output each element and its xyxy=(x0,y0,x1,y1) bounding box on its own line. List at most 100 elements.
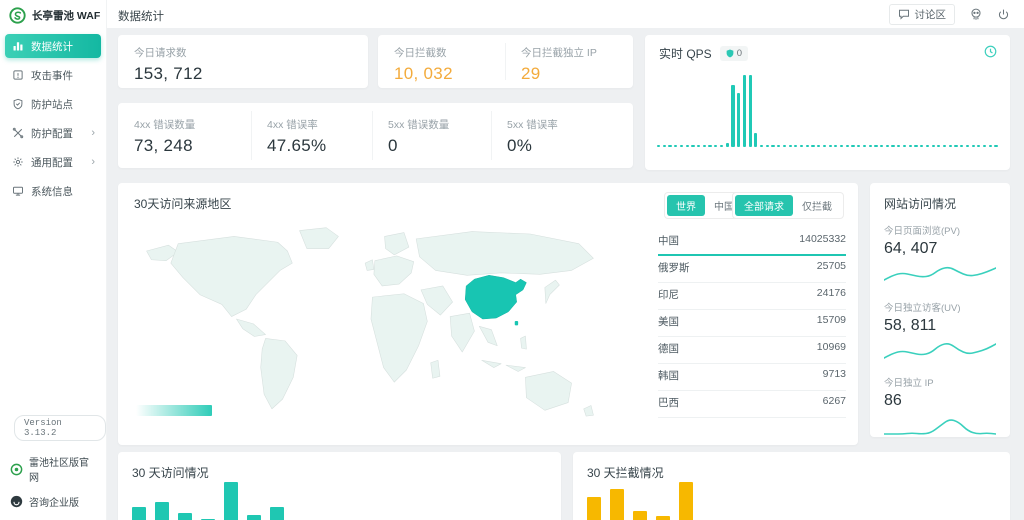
bar xyxy=(155,502,169,520)
metric-value: 64, 407 xyxy=(884,240,938,257)
bar xyxy=(714,144,718,147)
bar xyxy=(937,144,941,147)
bar xyxy=(857,144,861,147)
country-value: 24176 xyxy=(816,287,846,299)
sidebar-item-system-info[interactable]: 系统信息 xyxy=(5,179,101,203)
stat-block-ips-today: 今日拦截独立 IP 29 xyxy=(521,45,597,84)
bar xyxy=(817,144,821,147)
divider xyxy=(505,43,506,80)
bar xyxy=(132,506,146,520)
sidebar-item-protection-config[interactable]: 防护配置 › xyxy=(5,121,101,145)
blocks-30d-card: 30 天拦截情况 xyxy=(573,452,1010,520)
qps-header: 实时 QPS 0 xyxy=(659,45,748,62)
visits-30d-card: 30 天访问情况 xyxy=(118,452,561,520)
error-stats-card: 4xx 错误数量 73, 248 4xx 错误率 47.65% 5xx 错误数量… xyxy=(118,103,633,168)
attack-test-icon[interactable] xyxy=(969,7,983,21)
bar xyxy=(965,144,969,147)
country-name: 俄罗斯 xyxy=(658,262,690,274)
sidebar-item-label: 防护配置 xyxy=(31,127,73,140)
type-blocked-only-button[interactable]: 仅拦截 xyxy=(793,195,841,216)
sidebar-item-attack-events[interactable]: 攻击事件 xyxy=(5,63,101,87)
sidebar-item-label: 防护站点 xyxy=(31,98,73,111)
country-bar xyxy=(658,390,846,391)
chevron-right-icon: › xyxy=(91,126,95,139)
bar xyxy=(828,144,832,147)
sidebar-item-protected-sites[interactable]: 防护站点 xyxy=(5,92,101,116)
bar xyxy=(902,144,907,147)
chevron-right-icon: › xyxy=(91,155,95,168)
bar xyxy=(702,144,706,147)
shield-mini-icon xyxy=(726,49,734,58)
sidebar-item-label: 攻击事件 xyxy=(31,69,73,82)
country-name: 美国 xyxy=(658,316,679,328)
bar xyxy=(719,144,724,147)
bar xyxy=(662,144,666,147)
country-bar xyxy=(658,282,846,283)
sidebar-item-data-stats[interactable]: 数据统计 xyxy=(5,34,101,58)
bar xyxy=(988,144,992,147)
stat-5xx-count: 5xx 错误数量 0 xyxy=(388,117,449,156)
bar xyxy=(725,143,729,147)
stat-value: 0% xyxy=(507,136,533,155)
divider xyxy=(491,111,492,160)
bar xyxy=(782,144,786,147)
bar xyxy=(851,144,855,147)
bar xyxy=(742,75,746,147)
history-clock-icon[interactable] xyxy=(983,44,998,64)
bar-chart-icon xyxy=(12,40,24,52)
forum-button[interactable]: 讨论区 xyxy=(888,3,955,25)
shield-icon xyxy=(12,98,24,110)
bar xyxy=(685,144,689,147)
blocks-30d-chart xyxy=(587,482,693,520)
stat-blocks-today: 今日拦截数 10, 032 xyxy=(394,45,453,84)
topbar: 数据统计 讨论区 xyxy=(0,0,1024,28)
scope-world-button[interactable]: 世界 xyxy=(667,195,705,216)
stat-label: 5xx 错误率 xyxy=(507,119,558,131)
brand: 长亭雷池 WAF xyxy=(0,0,106,24)
requests-today-card: 今日请求数 153, 712 xyxy=(118,35,368,88)
bar xyxy=(942,144,947,147)
sidebar: 长亭雷池 WAF 数据统计 攻击事件 防护站点 xyxy=(0,0,107,520)
country-ranking-list: 中国 14025332 俄罗斯 25705 印尼 24176 美国 15709 德国 10… xyxy=(658,233,846,422)
bar xyxy=(914,144,918,147)
brand-name: 长亭雷池 WAF xyxy=(32,10,101,22)
bar xyxy=(925,144,929,147)
type-all-requests-button[interactable]: 全部请求 xyxy=(735,195,793,216)
country-name: 巴西 xyxy=(658,397,679,409)
stat-value: 10, 032 xyxy=(394,64,453,83)
stat-value: 153, 712 xyxy=(134,64,203,83)
metric-label: 今日独立访客(UV) xyxy=(884,303,961,314)
country-bar xyxy=(658,336,846,337)
stat-label: 今日请求数 xyxy=(134,47,187,59)
logout-icon[interactable] xyxy=(997,8,1010,21)
qps-title: 实时 QPS xyxy=(659,47,712,61)
blocks-30d-title: 30 天拦截情况 xyxy=(587,466,664,480)
country-bar xyxy=(658,309,846,310)
bar xyxy=(691,144,695,147)
bar xyxy=(668,144,672,147)
stat-value: 47.65% xyxy=(267,136,327,155)
bar xyxy=(657,144,661,147)
tools-icon xyxy=(12,127,24,139)
bar xyxy=(840,144,844,147)
country-name: 韩国 xyxy=(658,370,679,382)
list-item: 韩国 9713 xyxy=(658,368,846,395)
enterprise-link[interactable]: 咨询企业版 xyxy=(0,489,106,514)
bar xyxy=(679,144,684,147)
stat-label: 4xx 错误率 xyxy=(267,119,318,131)
bar xyxy=(982,144,987,147)
uv-metric: 今日独立访客(UV) 58, 811 xyxy=(883,300,997,363)
bar xyxy=(748,75,752,147)
map-color-legend xyxy=(136,405,212,416)
bar xyxy=(805,144,809,147)
community-site-link[interactable]: 雷池社区版官网 xyxy=(0,449,106,489)
bar xyxy=(908,144,912,147)
divider xyxy=(251,111,252,160)
qps-badge-value: 0 xyxy=(736,48,742,59)
bar xyxy=(708,144,712,147)
visit-origin-map-card: 30天访问来源地区 世界 中国 全部请求 仅拦截 xyxy=(118,183,858,445)
sidebar-item-general-config[interactable]: 通用配置 › xyxy=(5,150,101,174)
bar xyxy=(633,511,647,520)
bar xyxy=(994,144,998,147)
